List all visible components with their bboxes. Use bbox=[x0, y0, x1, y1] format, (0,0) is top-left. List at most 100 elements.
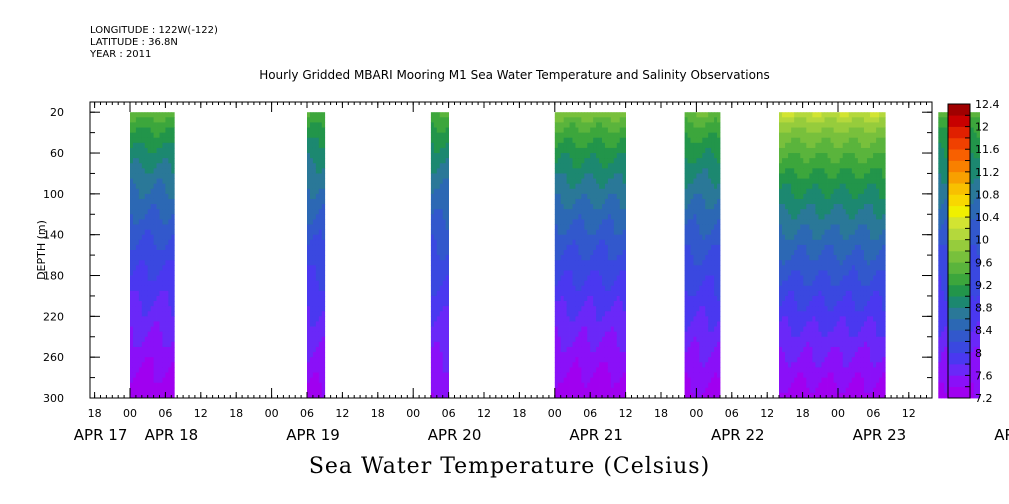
heat-cell bbox=[705, 142, 709, 149]
heat-cell bbox=[702, 265, 706, 271]
heat-cell bbox=[818, 346, 822, 353]
heat-cell bbox=[702, 316, 706, 322]
heat-cell bbox=[797, 239, 801, 246]
heat-cell bbox=[150, 158, 154, 164]
heat-cell bbox=[607, 306, 612, 312]
heat-cell bbox=[584, 275, 588, 282]
heat-cell bbox=[690, 214, 694, 220]
heat-cell bbox=[168, 122, 172, 128]
heat-cell bbox=[782, 137, 786, 144]
heat-cell bbox=[711, 321, 715, 327]
heat-cell bbox=[141, 132, 146, 139]
heat-cell bbox=[779, 214, 783, 220]
heat-cell bbox=[159, 239, 163, 246]
heat-cell bbox=[684, 250, 688, 256]
heat-cell bbox=[309, 387, 314, 394]
heat-cell bbox=[613, 168, 618, 174]
heat-cell bbox=[315, 132, 320, 139]
heat-cell bbox=[714, 367, 718, 373]
heat-cell bbox=[705, 392, 709, 399]
heat-cell bbox=[610, 301, 615, 307]
heat-cell bbox=[566, 382, 570, 389]
heat-cell bbox=[321, 387, 326, 394]
heat-cell bbox=[436, 163, 441, 169]
heat-cell bbox=[433, 132, 438, 139]
heat-cell bbox=[430, 214, 435, 220]
heat-cell bbox=[144, 158, 149, 164]
heat-cell bbox=[610, 244, 615, 251]
heat-cell bbox=[684, 198, 688, 205]
heat-cell bbox=[785, 331, 789, 338]
heat-cell bbox=[584, 336, 588, 343]
heat-cell bbox=[563, 382, 567, 389]
heat-cell bbox=[153, 387, 157, 394]
heat-cell bbox=[318, 244, 323, 251]
heat-cell bbox=[610, 219, 615, 225]
heat-cell bbox=[587, 229, 591, 236]
heat-cell bbox=[854, 173, 859, 179]
heat-cell bbox=[581, 147, 585, 154]
heat-cell bbox=[613, 285, 618, 292]
heat-cell bbox=[315, 260, 320, 266]
heat-cell bbox=[607, 377, 612, 384]
heat-cell bbox=[711, 301, 715, 307]
heat-cell bbox=[782, 285, 786, 292]
heat-cell bbox=[815, 244, 819, 251]
heat-cell bbox=[442, 382, 447, 389]
heat-cell bbox=[711, 377, 715, 384]
heat-cell bbox=[569, 204, 573, 210]
heat-cell bbox=[827, 270, 831, 276]
heat-cell bbox=[318, 265, 323, 271]
heat-cell bbox=[309, 352, 314, 358]
heat-cell bbox=[578, 117, 582, 123]
heat-cell bbox=[312, 326, 317, 333]
heat-cell bbox=[836, 147, 841, 154]
heat-cell bbox=[433, 392, 438, 399]
heat-cell bbox=[153, 280, 157, 287]
heat-cell bbox=[851, 219, 856, 225]
heat-cell bbox=[785, 239, 789, 246]
heat-cell bbox=[717, 214, 721, 220]
heat-cell bbox=[708, 122, 712, 128]
heat-cell bbox=[687, 168, 691, 174]
heat-cell bbox=[809, 301, 813, 307]
heat-cell bbox=[307, 321, 311, 327]
heat-cell bbox=[791, 295, 795, 302]
heat-cell bbox=[578, 122, 582, 128]
heat-cell bbox=[613, 122, 618, 128]
heat-cell bbox=[147, 142, 152, 149]
heat-cell bbox=[315, 142, 320, 149]
heat-cell bbox=[702, 321, 706, 327]
heat-cell bbox=[572, 209, 576, 215]
heat-cell bbox=[690, 158, 694, 164]
heat-cell bbox=[714, 173, 718, 179]
heat-cell bbox=[714, 352, 718, 358]
heat-cell bbox=[693, 382, 697, 389]
heat-cell bbox=[171, 255, 175, 261]
heat-cell bbox=[812, 163, 816, 169]
heat-cell bbox=[315, 127, 320, 134]
heat-cell bbox=[794, 117, 798, 123]
heat-cell bbox=[587, 275, 591, 282]
heat-cell bbox=[569, 265, 573, 271]
heat-cell bbox=[602, 229, 606, 236]
heat-cell bbox=[135, 168, 140, 174]
heat-cell bbox=[839, 275, 844, 282]
heat-cell bbox=[800, 306, 804, 312]
heat-cell bbox=[610, 147, 615, 154]
heat-cell bbox=[848, 367, 853, 373]
heat-cell bbox=[604, 382, 609, 389]
heat-cell bbox=[584, 306, 588, 312]
heat-cell bbox=[602, 250, 606, 256]
heat-cell bbox=[717, 367, 721, 373]
heat-cell bbox=[690, 372, 694, 378]
heat-cell bbox=[130, 392, 134, 399]
heat-cell bbox=[815, 301, 819, 307]
heat-cell bbox=[699, 193, 703, 200]
heat-cell bbox=[584, 214, 588, 220]
heat-cell bbox=[436, 122, 441, 128]
heat-cell bbox=[616, 239, 621, 246]
heat-cell bbox=[821, 234, 825, 241]
heat-cell bbox=[842, 239, 847, 246]
heat-cell bbox=[836, 142, 841, 149]
